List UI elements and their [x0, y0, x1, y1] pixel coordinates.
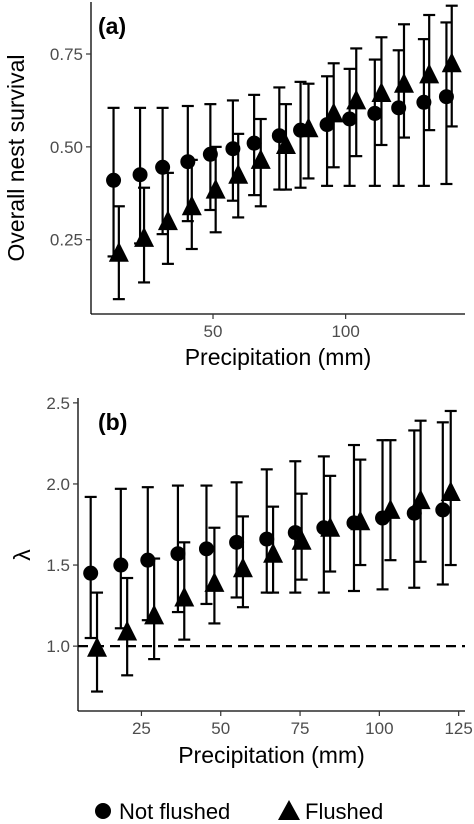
point-not-flushed: [229, 534, 245, 550]
point-not-flushed: [83, 565, 99, 581]
point-flushed: [205, 178, 226, 199]
legend: Not flushed Flushed: [95, 799, 383, 824]
point-flushed: [204, 571, 225, 592]
legend-label-not-flushed: Not flushed: [119, 799, 230, 824]
point-flushed: [291, 529, 312, 550]
point-flushed: [232, 557, 253, 578]
y-axis-title: Overall nest survival: [3, 54, 29, 261]
panel-b: 25 50 75 100 125 1.0 1.5 2.0 2.5 Precipitation (m…: [9, 394, 473, 768]
point-flushed: [323, 102, 344, 123]
y-axis-title: λ: [9, 549, 35, 561]
point-not-flushed: [180, 154, 196, 170]
point-not-flushed: [391, 100, 407, 116]
point-not-flushed: [202, 146, 218, 162]
point-flushed: [275, 134, 296, 154]
x-tick-label: 100: [331, 322, 359, 341]
point-not-flushed: [246, 135, 262, 151]
y-tick-label: 2.5: [46, 394, 70, 413]
point-not-flushed: [225, 141, 241, 157]
point-flushed: [419, 63, 440, 84]
point-flushed: [393, 72, 414, 93]
point-flushed: [371, 82, 392, 102]
y-tick-label: 1.5: [46, 556, 70, 575]
point-not-flushed: [435, 502, 451, 518]
x-tick-label: 75: [291, 719, 310, 738]
point-not-flushed: [259, 531, 275, 547]
x-tick-label: 100: [365, 719, 393, 738]
panel-label: (a): [98, 13, 126, 39]
point-flushed: [440, 481, 461, 502]
point-not-flushed: [198, 541, 214, 557]
y-tick-label: 0.75: [50, 45, 83, 64]
point-not-flushed: [416, 94, 432, 110]
x-tick-label: 50: [211, 719, 230, 738]
point-flushed: [108, 241, 129, 262]
point-not-flushed: [406, 505, 422, 521]
point-flushed: [87, 636, 108, 657]
point-not-flushed: [132, 167, 148, 183]
panel-label: (b): [98, 409, 127, 435]
y-tick-label: 0.25: [50, 231, 83, 250]
point-flushed: [174, 586, 195, 607]
point-flushed: [380, 498, 401, 519]
point-flushed: [144, 604, 165, 625]
y-tick-label: 0.50: [50, 138, 83, 157]
x-tick-label: 125: [444, 719, 472, 738]
point-flushed: [134, 226, 155, 247]
point-flushed: [228, 163, 249, 184]
point-flushed: [350, 510, 371, 531]
point-not-flushed: [155, 159, 171, 175]
point-flushed: [117, 620, 138, 641]
point-flushed: [441, 52, 462, 73]
y-tick-label: 1.0: [46, 637, 70, 656]
point-flushed: [181, 195, 202, 216]
point-flushed: [298, 117, 319, 138]
point-not-flushed: [271, 128, 287, 144]
point-not-flushed: [106, 172, 122, 188]
panel-a: 50 100 0.25 0.50 0.75 Precipitation (mm) Overa…: [3, 2, 465, 370]
point-flushed: [410, 489, 431, 510]
legend-triangle-marker: [278, 800, 300, 820]
point-not-flushed: [140, 552, 156, 568]
point-not-flushed: [342, 111, 358, 127]
point-flushed: [263, 542, 284, 563]
legend-circle-marker: [95, 803, 111, 819]
point-not-flushed: [438, 89, 454, 105]
x-axis-title: Precipitation (mm): [185, 344, 372, 370]
point-flushed: [250, 148, 271, 169]
x-tick-label: 25: [132, 719, 151, 738]
legend-label-flushed: Flushed: [305, 799, 383, 824]
y-tick-label: 2.0: [46, 475, 70, 494]
point-flushed: [346, 89, 367, 110]
x-tick-label: 50: [204, 322, 223, 341]
point-not-flushed: [367, 105, 383, 121]
point-flushed: [320, 516, 341, 537]
x-axis-title: Precipitation (mm): [178, 742, 365, 768]
point-flushed: [157, 210, 178, 231]
point-not-flushed: [113, 557, 129, 573]
point-not-flushed: [170, 546, 186, 562]
